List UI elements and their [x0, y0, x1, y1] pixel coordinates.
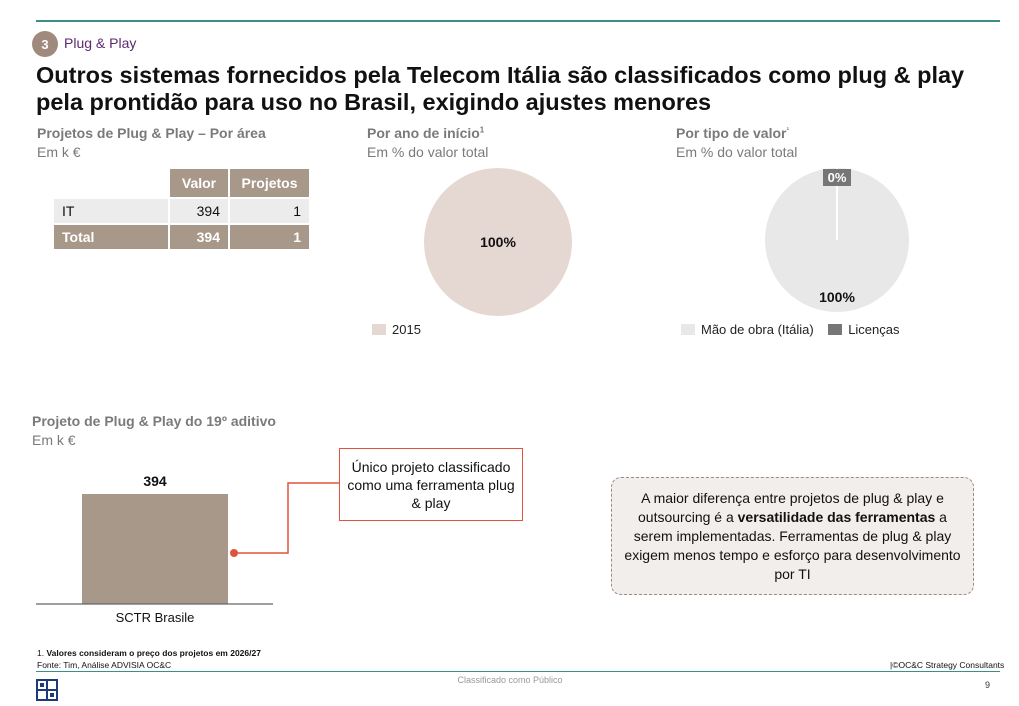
total-projetos: 1: [230, 225, 309, 249]
type-panel-unit: Em % do valor total: [676, 144, 798, 160]
table-row: IT 394 1: [54, 199, 309, 223]
company-logo: [36, 679, 58, 701]
footer-rule: [36, 671, 1000, 672]
footnote: 1. Valores consideram o preço dos projet…: [37, 648, 261, 658]
type-legend: Mão de obra (Itália) Licenças: [681, 321, 900, 339]
column-header-valor: Valor: [170, 169, 228, 197]
insight-text: A maior diferença entre projetos de plug…: [624, 489, 961, 582]
page-title: Outros sistemas fornecidos pela Telecom …: [36, 62, 965, 115]
top-rule: [36, 20, 1000, 22]
callout-text: Único projeto classificado como uma ferr…: [347, 458, 515, 511]
row-label: IT: [54, 199, 168, 223]
column-header-projetos: Projetos: [230, 169, 309, 197]
pie-data-label-licencas: 0%: [828, 170, 847, 185]
total-label: Total: [54, 225, 168, 249]
source-note: Fonte: Tim, Análise ADVISIA OC&C: [37, 660, 172, 670]
legend-swatch-licencas: [828, 324, 843, 336]
area-table-wrap: Valor Projetos IT 394 1 Total 394 1: [52, 167, 311, 251]
legend-label-licencas: Licenças: [848, 322, 900, 338]
legend-label-mao-de-obra: Mão de obra (Itália): [701, 322, 814, 338]
callout-connector: [230, 482, 339, 557]
insight-note: A maior diferença entre projetos de plug…: [611, 477, 974, 595]
table-total-row: Total 394 1: [54, 225, 309, 249]
bar-panel-title: Projeto de Plug & Play do 19º aditivo: [32, 413, 276, 429]
bar-sctr-brasile: [82, 494, 228, 604]
section-badge: 3: [32, 31, 58, 57]
legend-swatch-2015: [372, 324, 386, 336]
bar-category-label: SCTR Brasile: [116, 610, 195, 625]
year-legend: 2015: [372, 321, 421, 339]
table-panel-unit: Em k €: [37, 144, 81, 160]
legend-swatch-mao-de-obra: [681, 324, 695, 336]
bar-data-label: 394: [143, 473, 167, 489]
grid-logo-icon: [36, 679, 58, 701]
row-projetos: 1: [230, 199, 309, 223]
total-valor: 394: [170, 225, 228, 249]
callout-box: Único projeto classificado como uma ferr…: [339, 448, 523, 521]
legend-label-2015: 2015: [392, 322, 421, 338]
type-pie-chart: 0% 100%: [765, 168, 909, 312]
table-header-row: Valor Projetos: [54, 169, 309, 197]
year-panel-title: Por ano de início1: [367, 125, 485, 141]
bar-panel-unit: Em k €: [32, 432, 76, 448]
year-panel-unit: Em % do valor total: [367, 144, 489, 160]
section-label: Plug & Play: [64, 35, 137, 51]
type-panel-title: Por tipo de valor¹: [676, 125, 790, 141]
pie-data-label: 100%: [480, 234, 516, 250]
page-number: 9: [985, 680, 991, 690]
classification-label: Classificado como Público: [457, 675, 563, 685]
table-panel-title: Projetos de Plug & Play – Por área: [37, 125, 266, 141]
pie-zero-label-bg: [823, 169, 851, 186]
row-valor: 394: [170, 199, 228, 223]
pie-slice-2015: [424, 168, 572, 316]
pie-data-label-mao-de-obra: 100%: [819, 289, 855, 305]
area-table: Valor Projetos IT 394 1 Total 394 1: [52, 167, 311, 251]
year-pie-chart: 100%: [424, 168, 572, 316]
connector-line: [234, 482, 339, 554]
copyright: |©OC&C Strategy Consultants: [890, 660, 1005, 670]
bar-chart: 394 SCTR Brasile: [36, 473, 273, 625]
